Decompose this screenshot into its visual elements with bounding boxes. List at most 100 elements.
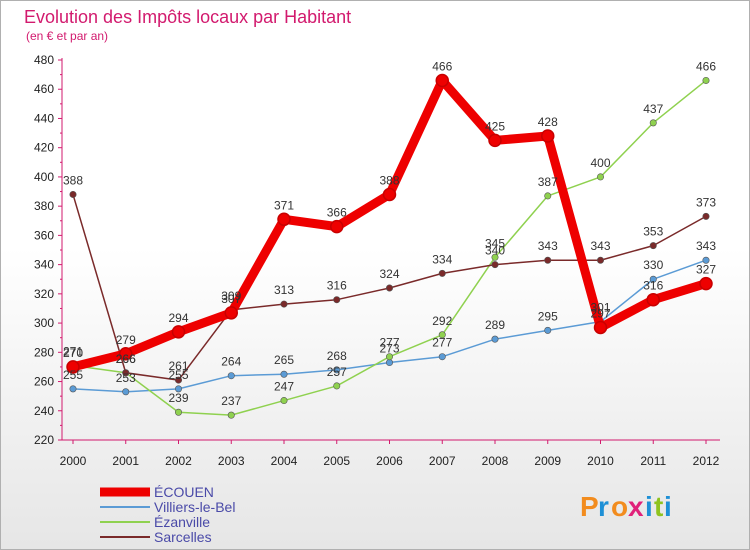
logo-letter: r (598, 491, 609, 522)
x-tick-label: 2001 (112, 454, 139, 468)
y-tick-label: 480 (34, 53, 54, 67)
logo-letter: x (628, 491, 644, 522)
y-tick-label: 260 (34, 375, 54, 389)
data-point-couen (699, 276, 713, 291)
data-label-sarcelles: 340 (485, 244, 505, 258)
series-group (66, 73, 713, 419)
data-point-sarcelles (702, 212, 710, 220)
data-point-sarcelles (544, 256, 552, 264)
data-label-couen: 279 (116, 333, 136, 347)
data-label-villiers-le-bel: 343 (696, 239, 716, 253)
x-tick-label: 2005 (323, 454, 350, 468)
data-point-villiers-le-bel (438, 353, 446, 361)
data-label-zanville: 237 (221, 394, 241, 408)
data-point-sarcelles (438, 269, 446, 277)
data-label-sarcelles: 261 (168, 359, 188, 373)
data-point-villiers-le-bel (227, 372, 235, 380)
data-label-villiers-le-bel: 268 (327, 349, 347, 363)
data-point-zanville (175, 408, 183, 416)
data-label-sarcelles: 343 (590, 239, 610, 253)
data-label-villiers-le-bel: 264 (221, 355, 241, 369)
data-label-zanville: 266 (116, 352, 136, 366)
chart-subtitle: (en € et par an) (26, 29, 108, 43)
x-tick-label: 2012 (693, 454, 720, 468)
data-label-couen: 388 (379, 173, 399, 187)
y-tick-label: 440 (34, 111, 54, 125)
data-label-couen: 294 (168, 311, 188, 325)
data-point-couen (382, 187, 397, 202)
data-point-villiers-le-bel (175, 385, 183, 393)
data-point-couen (66, 360, 80, 374)
legend-label: Sarcelles (154, 529, 212, 545)
data-point-villiers-le-bel (649, 275, 657, 283)
data-point-sarcelles (280, 300, 288, 308)
data-label-villiers-le-bel: 330 (643, 258, 663, 272)
data-label-zanville: 466 (696, 59, 716, 73)
data-point-sarcelles (333, 296, 341, 304)
data-point-sarcelles (385, 284, 393, 292)
data-label-couen: 327 (696, 263, 716, 277)
data-label-couen: 307 (221, 292, 241, 306)
y-tick-label: 340 (34, 258, 54, 272)
y-tick-label: 360 (34, 228, 54, 242)
data-point-sarcelles (175, 376, 183, 384)
data-label-zanville: 277 (379, 336, 399, 350)
data-point-villiers-le-bel (69, 385, 77, 393)
data-label-couen: 270 (63, 346, 83, 360)
y-tick-label: 420 (34, 141, 54, 155)
data-point-villiers-le-bel (280, 370, 288, 378)
data-label-villiers-le-bel: 265 (274, 353, 294, 367)
data-point-couen (593, 320, 608, 335)
data-point-couen (488, 133, 502, 148)
x-tick-label: 2000 (60, 454, 87, 468)
x-tick-label: 2003 (218, 454, 245, 468)
data-point-zanville (438, 331, 446, 339)
data-point-zanville (333, 382, 341, 390)
data-label-villiers-le-bel: 273 (379, 342, 399, 356)
data-label-villiers-le-bel: 255 (168, 368, 188, 382)
data-point-sarcelles (596, 256, 604, 264)
data-point-zanville (702, 76, 710, 84)
data-label-sarcelles: 316 (327, 279, 347, 293)
data-point-zanville (544, 192, 552, 200)
data-label-sarcelles: 353 (643, 225, 663, 239)
data-label-zanville: 345 (485, 236, 505, 250)
data-label-couen: 366 (327, 206, 347, 220)
x-tick-label: 2004 (271, 454, 298, 468)
data-label-villiers-le-bel: 255 (63, 368, 83, 382)
data-point-villiers-le-bel (333, 366, 341, 374)
data-label-zanville: 292 (432, 314, 452, 328)
data-point-zanville (649, 119, 657, 127)
data-label-couen: 466 (432, 59, 452, 73)
data-point-villiers-le-bel (491, 335, 499, 343)
data-point-villiers-le-bel (702, 256, 710, 264)
data-label-zanville: 271 (63, 344, 83, 358)
data-label-sarcelles: 388 (63, 173, 83, 187)
data-label-couen: 428 (538, 115, 558, 129)
y-tick-label: 320 (34, 287, 54, 301)
data-label-villiers-le-bel: 277 (432, 336, 452, 350)
data-point-sarcelles (69, 190, 77, 198)
legend-label: ÉCOUEN (154, 484, 214, 500)
data-label-villiers-le-bel: 295 (538, 309, 558, 323)
data-point-villiers-le-bel (122, 388, 130, 396)
data-point-zanville (491, 253, 499, 261)
data-label-sarcelles: 324 (379, 267, 399, 281)
data-label-couen: 425 (485, 119, 505, 133)
data-label-couen: 371 (274, 198, 294, 212)
logo-letter: o (611, 491, 628, 522)
logo-letter: t (654, 491, 663, 522)
data-label-sarcelles: 309 (221, 289, 241, 303)
data-label-couen: 297 (590, 306, 610, 320)
y-tick-label: 300 (34, 316, 54, 330)
data-label-villiers-le-bel: 301 (590, 301, 610, 315)
data-point-villiers-le-bel (544, 326, 552, 334)
data-label-sarcelles: 266 (116, 352, 136, 366)
data-label-sarcelles: 373 (696, 195, 716, 209)
data-label-zanville: 437 (643, 102, 663, 116)
logo-letter: i (664, 491, 672, 522)
x-tick-label: 2009 (534, 454, 561, 468)
data-point-villiers-le-bel (385, 359, 393, 367)
